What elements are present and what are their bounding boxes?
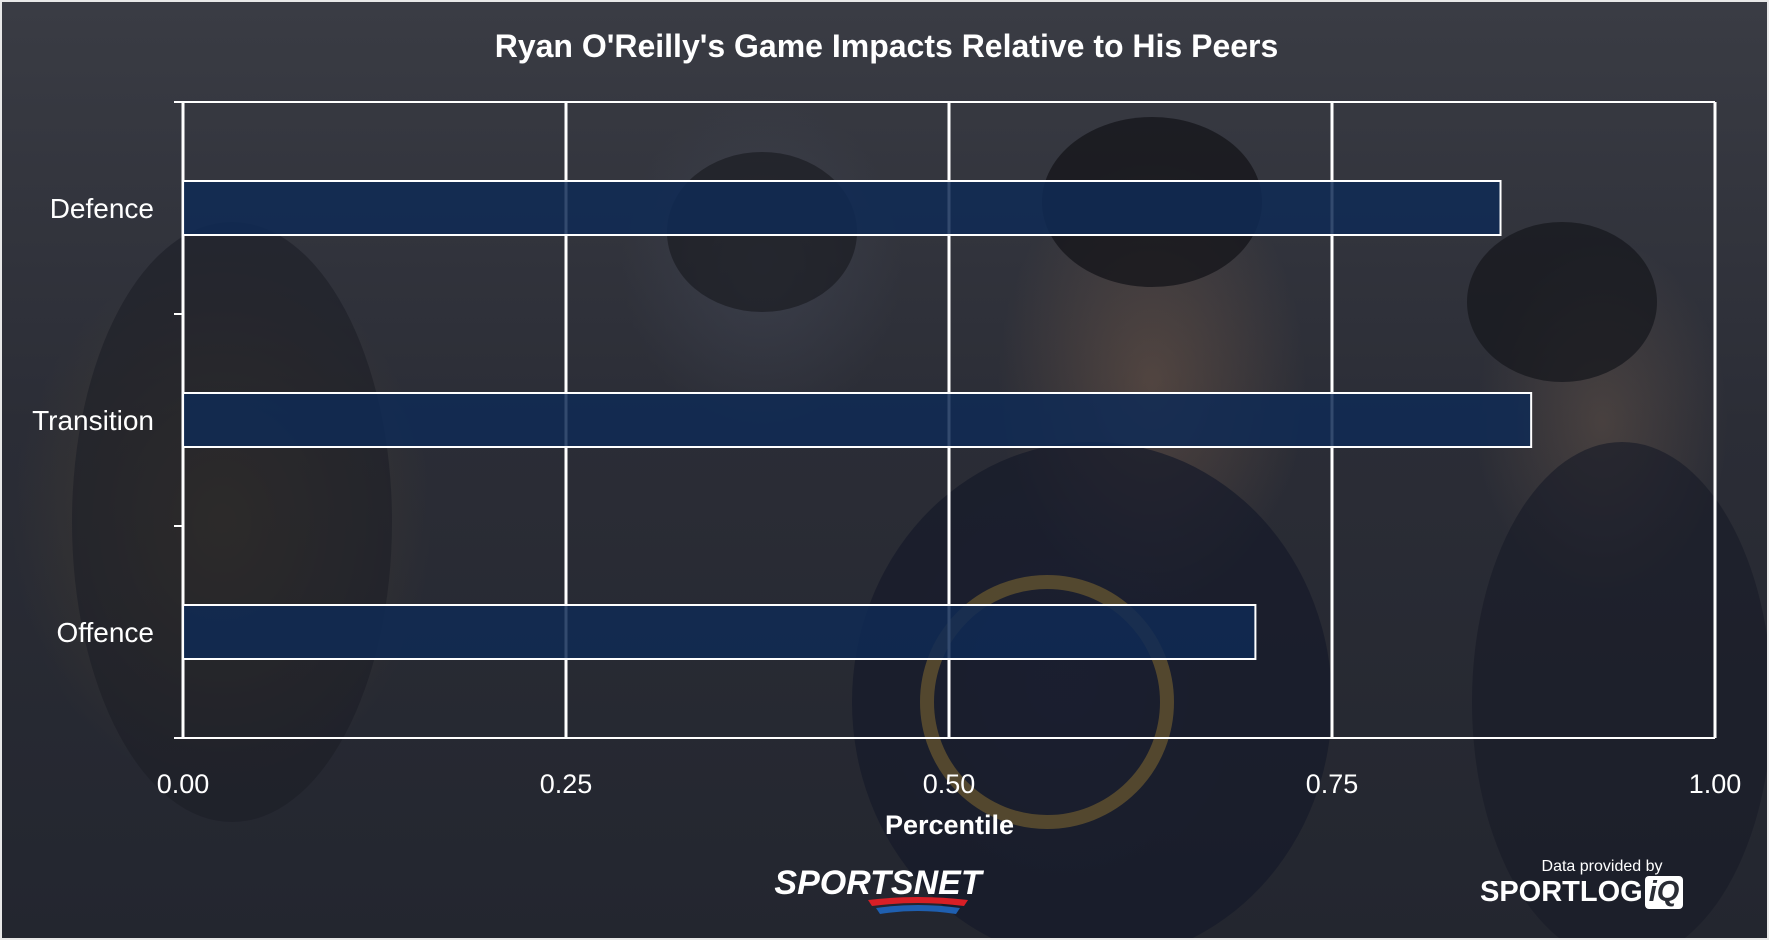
sportlogiq-logo: SPORTLOG iQ <box>1480 876 1740 916</box>
bar-transition <box>182 392 1533 448</box>
bars <box>182 180 1533 660</box>
category-label-transition: Transition <box>32 405 154 436</box>
x-tick-labels: 0.00 0.25 0.50 0.75 1.00 <box>157 769 1742 799</box>
category-label-defence: Defence <box>50 193 154 224</box>
chart-title: Ryan O'Reilly's Game Impacts Relative to… <box>494 28 1279 64</box>
sportlogiq-iq-badge: iQ <box>1644 876 1684 909</box>
bar-offence <box>182 604 1257 660</box>
x-tick-label: 0.75 <box>1306 769 1359 799</box>
sportsnet-swoosh-icon <box>868 897 968 914</box>
sportsnet-logo: SPORTSNET <box>728 864 1028 914</box>
x-tick-label: 1.00 <box>1689 769 1742 799</box>
category-label-offence: Offence <box>56 617 154 648</box>
sportlogiq-wordmark: SPORTLOG <box>1480 876 1643 908</box>
x-tick-label: 0.00 <box>157 769 210 799</box>
x-tick-label: 0.50 <box>923 769 976 799</box>
category-labels: Defence Transition Offence <box>32 193 154 648</box>
x-tick-label: 0.25 <box>540 769 593 799</box>
x-axis-label: Percentile <box>884 810 1015 840</box>
bar-defence <box>182 180 1502 236</box>
data-credit-caption: Data provided by <box>1541 858 1663 875</box>
sportsnet-wordmark: SPORTSNET <box>774 864 982 902</box>
